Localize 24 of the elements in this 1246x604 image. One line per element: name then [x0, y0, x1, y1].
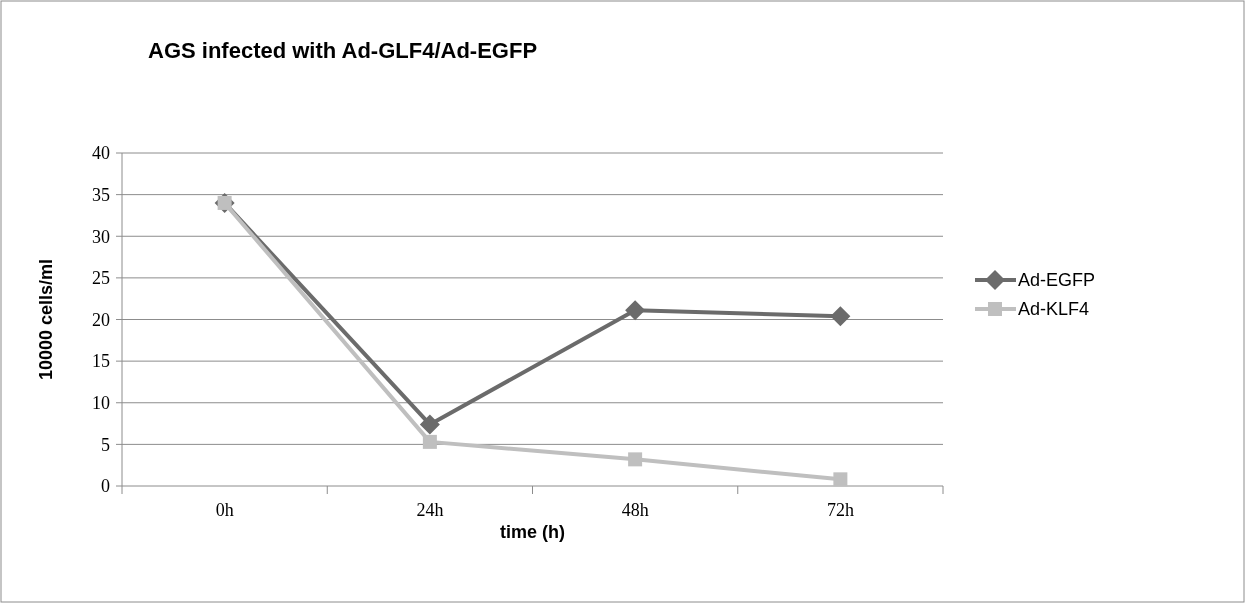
x-tick-label: 48h — [621, 500, 649, 520]
x-axis-title: time (h) — [500, 522, 565, 542]
chart-title: AGS infected with Ad-GLF4/Ad-EGFP — [148, 38, 538, 63]
point — [625, 300, 646, 321]
point — [833, 472, 848, 487]
y-tick-label: 5 — [101, 434, 110, 455]
legend-label: Ad-KLF4 — [1018, 299, 1090, 320]
point — [422, 434, 437, 449]
y-tick-label: 10 — [92, 393, 110, 414]
y-tick-label: 15 — [92, 351, 110, 372]
y-tick-label: 25 — [92, 268, 110, 289]
legend-label: Ad-EGFP — [1018, 270, 1096, 291]
point — [628, 452, 643, 467]
y-tick-label: 35 — [92, 184, 110, 205]
x-tick-label: 72h — [826, 500, 854, 520]
y-tick-label: 30 — [92, 226, 110, 247]
point — [830, 306, 851, 327]
y-tick-label: 40 — [92, 143, 110, 164]
x-tick-label: 24h — [416, 500, 444, 520]
y-tick-label: 20 — [92, 309, 110, 330]
x-tick-label: 0h — [215, 500, 234, 520]
point — [419, 414, 440, 435]
y-axis-title: 10000 cells/ml — [36, 258, 56, 381]
y-tick-label: 0 — [101, 476, 110, 497]
